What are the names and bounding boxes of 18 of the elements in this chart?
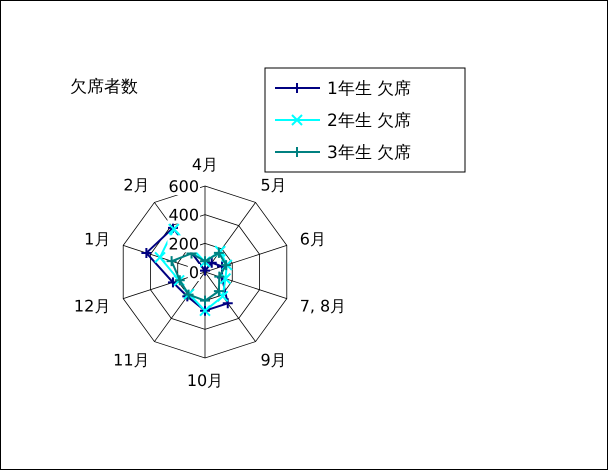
legend-label: 1年生 欠席 [327,79,412,99]
y-tick-label: 0 [188,263,199,282]
legend-label: 3年生 欠席 [327,143,412,163]
spoke-label: 11月 [113,350,150,370]
spoke-label: 6月 [300,230,326,249]
spoke-label: 10月 [186,371,224,390]
y-tick-label: 400 [168,206,199,225]
spoke-label: 1月 [84,230,110,249]
spoke-label: 9月 [260,350,287,370]
y-tick-label: 600 [168,177,199,196]
spoke-label: 4月 [192,155,218,174]
legend-label: 2年生 欠席 [327,111,412,131]
spoke-label: 12月 [74,296,110,316]
spoke-label: 2月 [123,176,150,195]
spoke-label: 7, 8月 [300,296,346,316]
title: 欠席者数 [70,77,138,97]
spoke-label: 5月 [260,176,287,195]
y-tick-label: 200 [168,234,199,254]
